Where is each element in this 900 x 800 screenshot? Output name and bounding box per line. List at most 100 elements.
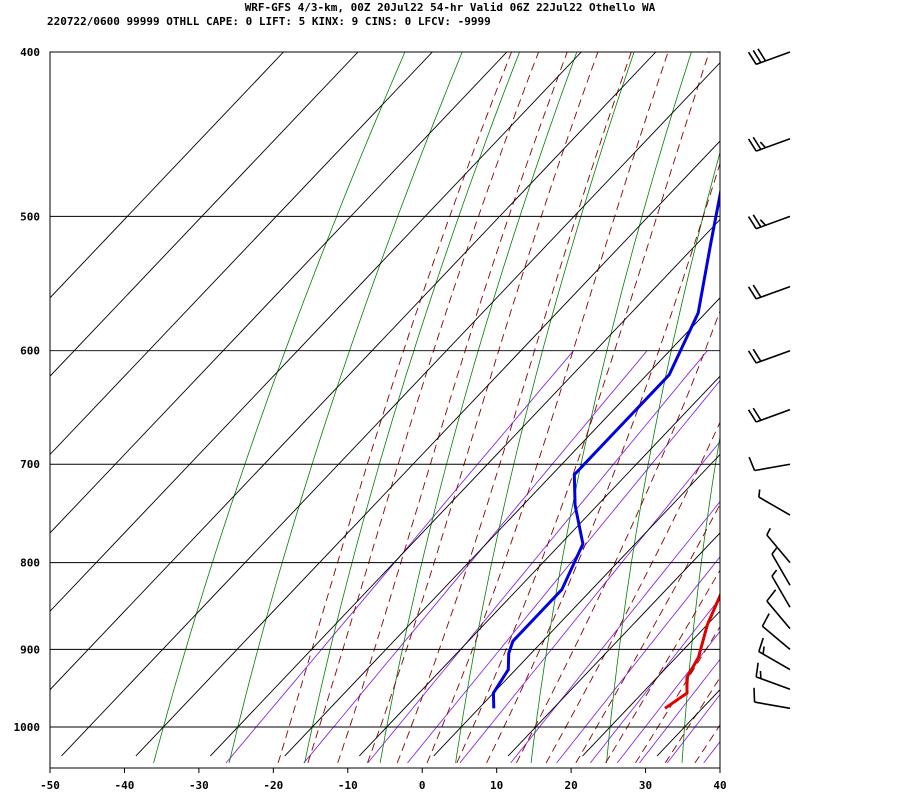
moist-adiabat-line xyxy=(486,162,720,764)
wind-barb xyxy=(771,569,791,608)
y-tick-label: 800 xyxy=(20,557,40,570)
wind-barb-staff xyxy=(755,285,791,300)
wind-barb-feather xyxy=(759,141,767,149)
wind-barb xyxy=(747,284,791,300)
moist-adiabat-line xyxy=(367,52,599,764)
chart-subtitle: 220722/0600 99999 OTHLL CAPE: 0 LIFT: 5 … xyxy=(47,15,491,28)
x-tick-label: -20 xyxy=(263,779,283,792)
x-tick-label: 40 xyxy=(713,779,726,792)
mixing-ratio-line xyxy=(703,740,720,764)
wind-barb-feather xyxy=(757,48,767,62)
dry-adiabat-line xyxy=(758,52,864,763)
moist-adiabat-line xyxy=(635,625,720,764)
wind-barb-feather xyxy=(747,286,757,300)
dry-adiabat-line xyxy=(455,52,635,763)
wind-barb-staff xyxy=(755,408,791,423)
x-tick-label: -40 xyxy=(115,779,135,792)
wind-barb xyxy=(747,407,791,423)
mixing-ratio-line xyxy=(459,440,720,764)
x-tick-label: 10 xyxy=(490,779,503,792)
isotherm-line xyxy=(210,218,720,757)
wind-barb xyxy=(753,687,791,710)
wind-barb-staff xyxy=(771,575,791,608)
wind-barb xyxy=(748,456,791,472)
isotherm-line xyxy=(732,52,900,756)
wind-barb-staff xyxy=(758,650,791,671)
wind-barb-feather xyxy=(771,547,778,555)
wind-barb xyxy=(771,547,791,586)
isotherm-line xyxy=(50,52,359,377)
wind-barb-feather xyxy=(762,646,765,655)
sounding-series xyxy=(491,187,720,710)
isotherm-line xyxy=(284,297,720,757)
wind-barb-feather xyxy=(747,216,757,230)
wind-barb xyxy=(766,589,791,630)
mixing-ratio-line xyxy=(556,556,720,764)
wind-barb-feather xyxy=(752,136,762,150)
wind-barb-staff xyxy=(755,676,791,690)
mixing-ratio-line xyxy=(303,350,648,764)
mixing-ratio-line xyxy=(639,658,720,764)
wind-barb-staff xyxy=(754,463,791,472)
moist-adiabat-line xyxy=(396,52,632,764)
moist-adiabat-line xyxy=(515,309,720,764)
wind-barb xyxy=(766,527,791,564)
wind-barb-feather xyxy=(752,214,762,228)
wind-barb-feather xyxy=(755,662,759,678)
wind-barb-feather xyxy=(747,350,757,364)
dry-adiabat-line xyxy=(153,52,406,764)
grid xyxy=(50,51,900,757)
isotherm-line xyxy=(50,52,657,691)
isotherm-line xyxy=(433,453,720,757)
moist-adiabat-line xyxy=(725,52,900,763)
mixing-ratio-line xyxy=(510,500,720,764)
isotherm-line xyxy=(50,52,508,534)
mixing-ratio-line xyxy=(367,350,708,764)
x-tick-label: 30 xyxy=(639,779,652,792)
dry-adiabat-line xyxy=(606,150,720,763)
wind-barb-staff xyxy=(755,349,791,364)
mixing-ratio-line xyxy=(590,597,720,764)
moist-adiabat-line xyxy=(694,724,720,764)
wind-barb-feather xyxy=(771,569,778,577)
wind-barb-staff xyxy=(754,701,791,710)
wind-barb xyxy=(758,489,791,516)
y-tick-label: 500 xyxy=(20,210,40,223)
dry-adiabat-line xyxy=(304,52,520,763)
wind-barb-staff xyxy=(755,51,791,66)
moist-adiabat-line xyxy=(664,676,720,764)
wind-barb-staff xyxy=(766,600,791,630)
isotherm-line xyxy=(358,375,720,757)
wind-barb-staff xyxy=(755,215,791,230)
y-tick-label: 600 xyxy=(20,345,40,358)
isotherm-line xyxy=(61,62,720,757)
x-tick-label: -50 xyxy=(40,779,60,792)
moist-adiabat-line xyxy=(277,52,512,764)
moist-adiabat-line xyxy=(426,52,669,764)
wind-barb-feather xyxy=(747,138,757,152)
dry-adiabat-line xyxy=(833,52,900,763)
wind-barb-staff xyxy=(758,496,791,516)
y-tick-label: 1000 xyxy=(14,721,41,734)
wind-barb xyxy=(747,214,791,230)
wind-barb-feather xyxy=(752,50,762,64)
plot-frame xyxy=(49,51,721,769)
wind-barb xyxy=(747,136,791,152)
moist-adiabat-line xyxy=(307,52,540,764)
chart-title: WRF-GFS 4/3-km, 00Z 20Jul22 54-hr Valid … xyxy=(245,1,656,14)
x-tick-label: -30 xyxy=(189,779,209,792)
temperature-trace xyxy=(664,592,720,710)
x-tick-label: -10 xyxy=(338,779,358,792)
mixing-ratio-line xyxy=(225,350,574,764)
thermo-background xyxy=(153,52,900,764)
isotherm-line xyxy=(507,532,720,757)
wind-barb-feather xyxy=(766,589,777,602)
mixing-ratio-line xyxy=(666,693,720,764)
isotherm-line xyxy=(50,52,284,299)
wind-barb xyxy=(761,613,791,650)
wind-barb-feather xyxy=(747,409,757,423)
wind-barb-feather xyxy=(758,489,761,498)
wind-barb-feather xyxy=(752,407,762,421)
x-tick-label: 0 xyxy=(419,779,426,792)
mixing-ratio-line xyxy=(616,630,720,764)
